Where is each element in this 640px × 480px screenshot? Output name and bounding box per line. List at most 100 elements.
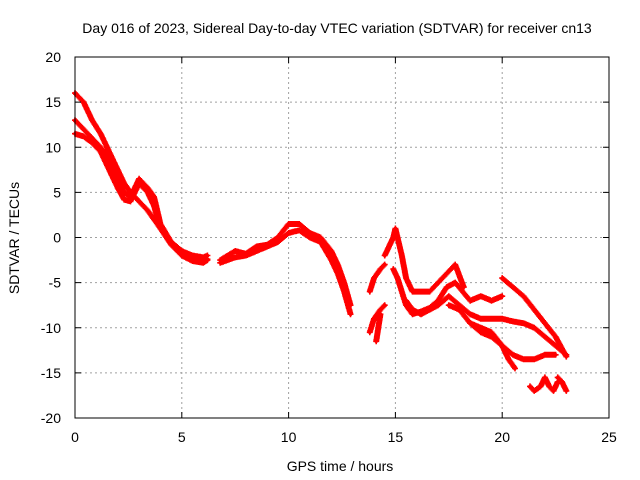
data-point xyxy=(90,140,94,145)
data-point xyxy=(444,285,449,289)
data-point xyxy=(555,375,560,380)
series-arc-5 xyxy=(217,227,354,318)
data-point xyxy=(98,131,103,136)
data-point xyxy=(115,177,120,181)
data-point xyxy=(489,330,494,335)
data-point xyxy=(400,253,404,258)
data-point xyxy=(169,242,173,247)
data-point xyxy=(233,255,237,260)
data-point xyxy=(367,289,372,294)
data-point xyxy=(395,235,400,240)
series-arc-6 xyxy=(366,261,388,295)
data-point xyxy=(378,267,383,271)
series-arc-16 xyxy=(554,374,570,394)
series-arc-14 xyxy=(499,275,570,360)
data-point xyxy=(244,253,248,258)
data-point xyxy=(318,240,323,244)
data-point xyxy=(404,298,408,303)
x-tick-label: 5 xyxy=(178,429,186,445)
data-point xyxy=(372,316,376,321)
data-point xyxy=(564,389,569,393)
data-point xyxy=(276,240,280,244)
data-point xyxy=(180,253,184,258)
data-point xyxy=(489,316,494,321)
data-point xyxy=(532,389,537,393)
data-point xyxy=(479,316,483,321)
data-point xyxy=(137,181,141,186)
y-tick-label: 15 xyxy=(45,94,61,110)
x-tick-label: 10 xyxy=(281,429,297,445)
data-point xyxy=(521,321,526,326)
x-axis-label: GPS time / hours xyxy=(287,458,394,474)
data-point xyxy=(547,384,551,389)
data-point xyxy=(543,353,547,357)
data-point xyxy=(532,307,537,312)
y-tick-label: 20 xyxy=(45,49,61,65)
data-point xyxy=(152,204,156,208)
data-point xyxy=(479,330,483,335)
data-point xyxy=(115,186,120,190)
data-point xyxy=(393,226,398,231)
data-point xyxy=(372,276,376,280)
data-point xyxy=(137,177,141,181)
data-point xyxy=(376,325,381,330)
x-tick-label: 20 xyxy=(494,429,510,445)
data-point xyxy=(513,366,517,371)
data-point xyxy=(457,307,462,312)
data-point xyxy=(98,149,103,154)
x-tick-label: 25 xyxy=(601,429,617,445)
data-point xyxy=(489,298,494,303)
data-point xyxy=(329,249,334,253)
data-point xyxy=(427,289,432,294)
y-axis-label: SDTVAR / TECUs xyxy=(6,182,22,294)
data-point xyxy=(543,321,547,326)
data-point xyxy=(400,289,404,294)
data-point xyxy=(158,226,163,231)
data-point xyxy=(500,316,505,321)
data-point xyxy=(489,334,494,339)
data-point xyxy=(521,357,526,362)
data-point xyxy=(532,357,537,362)
data-point xyxy=(391,235,396,240)
data-point xyxy=(419,312,423,317)
data-point xyxy=(335,271,340,276)
data-point xyxy=(551,389,556,393)
data-point xyxy=(378,307,383,312)
data-point xyxy=(511,285,515,289)
data-point xyxy=(444,271,449,276)
data-point xyxy=(297,228,302,233)
data-point xyxy=(254,244,259,249)
series-arc-11 xyxy=(403,293,570,358)
data-point xyxy=(468,298,472,303)
data-point xyxy=(90,118,94,122)
y-tick-label: -5 xyxy=(49,275,62,291)
y-tick-label: -20 xyxy=(41,410,61,426)
data-point xyxy=(532,325,537,330)
data-point xyxy=(329,258,334,262)
data-point xyxy=(500,344,505,348)
data-point xyxy=(553,334,558,339)
data-point xyxy=(528,384,532,389)
data-point xyxy=(286,222,291,226)
data-point xyxy=(382,303,387,307)
data-point xyxy=(391,267,396,271)
series-arc-15 xyxy=(527,374,561,394)
data-point xyxy=(453,280,458,285)
data-point xyxy=(479,294,483,298)
data-point xyxy=(447,294,451,298)
data-point xyxy=(410,307,415,312)
data-point xyxy=(81,134,86,139)
data-point xyxy=(511,319,515,324)
data-point xyxy=(506,357,511,362)
data-point xyxy=(427,307,432,312)
data-point xyxy=(387,244,391,249)
data-point xyxy=(410,312,415,317)
data-point xyxy=(374,339,378,344)
axis-ticks: 0 5 10 15 20 25 -20 -15 -10 -5 0 5 10 15 20 xyxy=(41,49,617,445)
data-point xyxy=(436,303,440,307)
data-point xyxy=(521,294,526,298)
data-point xyxy=(436,280,440,285)
data-point xyxy=(145,190,150,195)
y-tick-label: -15 xyxy=(41,365,61,381)
